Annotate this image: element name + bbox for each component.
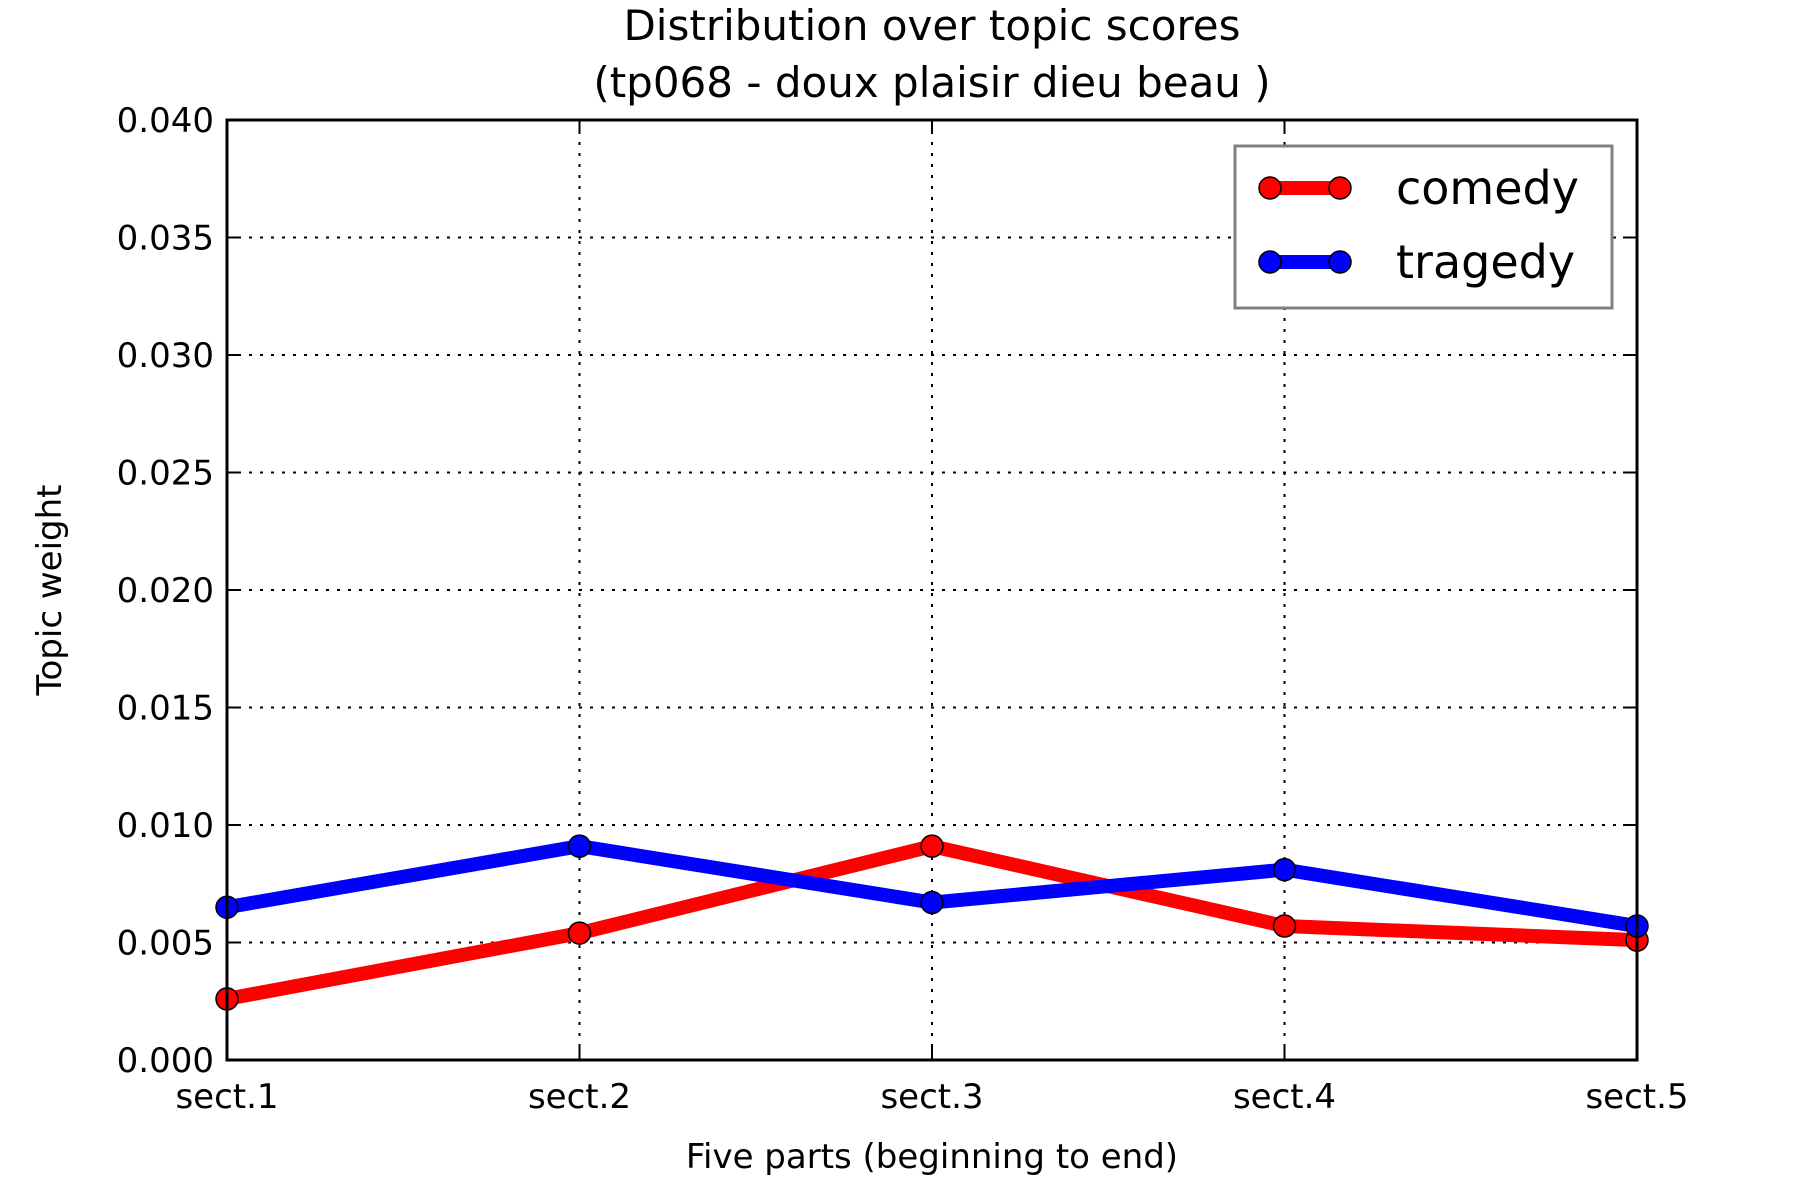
data-point-comedy — [1272, 914, 1297, 938]
legend-box — [1233, 144, 1614, 310]
x-tick-label: sect.4 — [1233, 1077, 1336, 1117]
y-tick-label: 0.000 — [117, 1041, 214, 1081]
x-tick-label: sect.5 — [1585, 1077, 1688, 1117]
legend-label-comedy: comedy — [1396, 161, 1579, 215]
legend-marker — [1258, 250, 1282, 274]
legend-marker — [1328, 176, 1352, 200]
x-tick-label: sect.3 — [880, 1077, 983, 1117]
legend-entry-tragedy: tragedy — [1258, 235, 1575, 289]
y-tick-label: 0.020 — [117, 571, 214, 611]
gridlines — [227, 120, 1637, 1060]
y-tick-label: 0.040 — [117, 101, 214, 141]
y-tick-label: 0.005 — [117, 924, 214, 964]
x-tick-label: sect.1 — [175, 1077, 278, 1117]
data-point-tragedy — [920, 890, 944, 915]
data-point-tragedy — [1272, 857, 1297, 882]
data-point-comedy — [567, 921, 592, 945]
y-tick-label: 0.015 — [117, 689, 214, 729]
plot-frame — [225, 118, 1639, 1062]
plot-series — [215, 834, 1649, 1011]
chart-title: Distribution over topic scores — [623, 1, 1240, 50]
x-axis-ticks: sect.1 sect.2 sect.3 sect.4 sect.5 — [175, 120, 1689, 1117]
data-point-tragedy — [567, 834, 592, 858]
y-tick-label: 0.010 — [117, 806, 214, 846]
legend-entry-comedy: comedy — [1258, 161, 1579, 215]
y-tick-label: 0.030 — [117, 336, 214, 376]
y-tick-label: 0.025 — [117, 454, 214, 494]
series-tragedy — [215, 834, 1649, 938]
x-axis-label: Five parts (beginning to end) — [686, 1137, 1178, 1177]
chart-subtitle: (tp068 - doux plaisir dieu beau ) — [593, 58, 1270, 107]
y-axis-ticks: 0.000 0.005 0.010 0.015 0.020 0.025 0.030 0.035… — [117, 101, 1637, 1081]
legend-label-tragedy: tragedy — [1396, 235, 1575, 289]
y-axis-label: Topic weight — [30, 485, 70, 697]
data-point-comedy — [920, 834, 944, 858]
legend-marker — [1328, 250, 1352, 274]
x-tick-label: sect.2 — [528, 1077, 631, 1117]
series-comedy — [215, 834, 1649, 1011]
y-tick-label: 0.035 — [117, 219, 214, 259]
legend-marker — [1258, 176, 1282, 200]
legend: comedy tragedy — [1233, 144, 1614, 310]
